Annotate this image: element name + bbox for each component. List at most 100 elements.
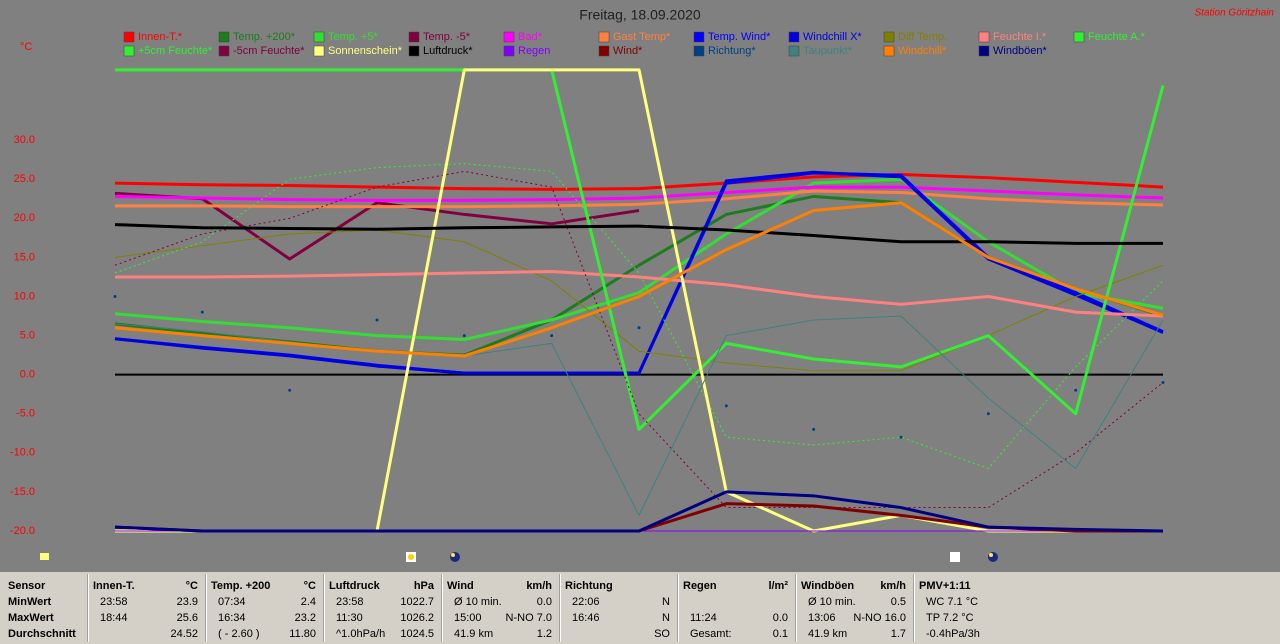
y-tick-label: -10.0: [10, 447, 35, 459]
cell-value: 1.7: [890, 628, 906, 640]
data-point: [812, 427, 816, 431]
cell-label: 15:00: [454, 612, 482, 624]
legend-swatch: [693, 31, 705, 43]
y-tick-label: -5.0: [16, 408, 35, 420]
series-line: [114, 223, 1163, 245]
legend-swatch: [788, 31, 800, 43]
legend-label: Temp. +5*: [328, 31, 379, 43]
series-line: [114, 315, 1164, 516]
cell-value: 0.1: [772, 628, 788, 640]
y-tick-label: 15.0: [14, 251, 35, 263]
cell-value: 24.52: [170, 628, 198, 640]
legend-swatch: [123, 31, 135, 43]
column-unit: °C: [185, 580, 198, 592]
separator: [87, 574, 89, 642]
column-unit: km/h: [880, 580, 906, 592]
legend-label: Temp. +200*: [233, 31, 296, 43]
data-point: [899, 435, 903, 439]
cell-label: 23:58: [100, 596, 128, 608]
legend-swatch: [1073, 31, 1085, 43]
cell-value: 23.2: [294, 612, 316, 624]
legend-label: Taupunkt*: [803, 45, 853, 57]
cell-label: 23:58: [336, 596, 364, 608]
column-header: Luftdruck: [329, 580, 380, 592]
row-label: MinWert: [8, 596, 52, 608]
y-tick-label: 0.0: [20, 369, 35, 381]
cell-value: 0.5: [890, 596, 906, 608]
cell-label: 16:46: [572, 612, 600, 624]
y-axis-label: °C: [20, 41, 32, 53]
cell-label: WC 7.1 °C: [926, 596, 979, 608]
legend-swatch: [503, 45, 515, 57]
icon: [988, 552, 998, 562]
legend-label: Diff Temp.: [898, 31, 947, 43]
data-point: [637, 326, 641, 330]
chart-title: Freitag, 18.09.2020: [579, 7, 701, 23]
cell-value: 0.0: [536, 596, 552, 608]
data-point: [200, 310, 204, 314]
cell-value: N-NO 16.0: [853, 612, 906, 624]
cell-value: 25.6: [176, 612, 198, 624]
cell-label: Gesamt:: [690, 628, 732, 640]
column-unit: hPa: [413, 580, 434, 592]
legend-swatch: [313, 45, 325, 57]
column-header: Innen-T.: [93, 580, 135, 592]
row-label: Durchschnitt: [8, 628, 76, 640]
legend-label: Windböen*: [993, 45, 1048, 57]
cell-value: 1024.5: [400, 628, 434, 640]
series-line: [114, 201, 1164, 358]
column-header: Richtung: [565, 580, 613, 592]
separator: [323, 574, 325, 642]
legend-swatch: [218, 31, 230, 43]
y-tick-label: 10.0: [14, 290, 35, 302]
chart: Freitag, 18.09.2020 Station Göritzhain °…: [10, 7, 1274, 562]
legend-swatch: [218, 45, 230, 57]
separator: [913, 574, 915, 642]
row-label: Sensor: [8, 580, 46, 592]
cell-value: 1022.7: [400, 596, 434, 608]
cell-label: 13:06: [808, 612, 836, 624]
cell-value: 23.9: [176, 596, 198, 608]
cell-label: 11:30: [336, 612, 363, 624]
cell-label: TP 7.2 °C: [926, 612, 974, 624]
y-tick-label: 30.0: [14, 134, 35, 146]
series-line: [114, 170, 1164, 509]
legend-label: Wind*: [613, 45, 643, 57]
legend-swatch: [788, 45, 800, 57]
y-tick-label: 25.0: [14, 173, 35, 185]
legend-label: Richtung*: [708, 45, 756, 57]
data-point: [288, 388, 292, 392]
legend-label: Bad*: [518, 31, 543, 43]
legend-swatch: [313, 31, 325, 43]
icon: [950, 552, 960, 562]
column-header: Regen: [683, 580, 717, 592]
legend-swatch: [883, 45, 895, 57]
icon: [450, 552, 460, 562]
legend-label: Temp. Wind*: [708, 31, 771, 43]
data-point: [375, 318, 379, 322]
stats-panel: Sensor MinWert MaxWert Durchschnitt Innen-T.…: [0, 572, 1280, 644]
column-header: Windböen: [801, 580, 855, 592]
series-line: [115, 269, 1164, 318]
column-unit: km/h: [526, 580, 552, 592]
series-line: [114, 163, 1164, 469]
data-point: [1074, 388, 1078, 392]
separator: [205, 574, 207, 642]
data-point: [724, 404, 728, 408]
legend-label: Windchill X*: [803, 31, 862, 43]
y-tick-label: 20.0: [14, 212, 35, 224]
cell-label: Ø 10 min.: [454, 596, 502, 608]
legend-swatch: [978, 45, 990, 57]
column-header: Wind: [447, 580, 474, 592]
separator: [559, 574, 561, 642]
column-header: PMV+1:11: [919, 580, 971, 592]
cell-label: 41.9 km: [808, 628, 848, 640]
data-point: [550, 334, 554, 338]
legend-swatch: [123, 45, 135, 57]
legend-label: Innen-T.*: [138, 31, 183, 43]
cell-label: 22:06: [572, 596, 600, 608]
row-label: MaxWert: [8, 612, 54, 624]
cell-label: 18:44: [100, 612, 128, 624]
legend-label: Feuchte A.*: [1088, 31, 1146, 43]
cell-label: ( - 2.60 ): [218, 628, 260, 640]
